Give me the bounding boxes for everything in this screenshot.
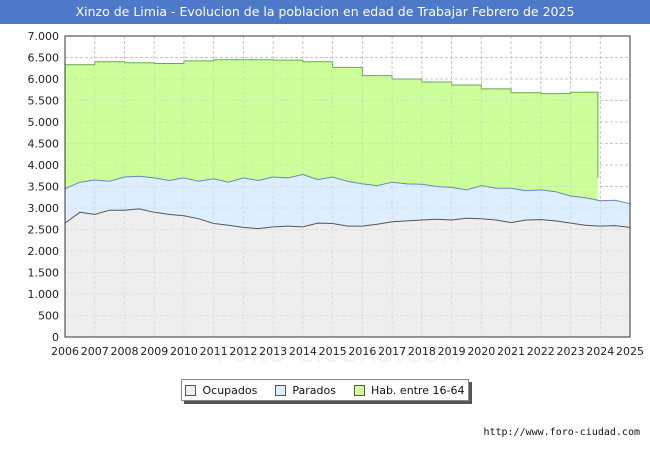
watermark: FORO-CIUDAD.COM [216,343,464,368]
y-tick-label: 5.000 [28,116,60,129]
x-tick-label: 2022 [527,345,555,358]
x-tick-label: 2023 [557,345,585,358]
legend-label-ocupados: Ocupados [202,383,258,397]
legend-item-parados: Parados [275,384,336,397]
legend-label-habitantes: Hab. entre 16-64 [370,383,465,397]
line-parados [64,173,631,205]
x-tick-label: 2025 [616,345,644,358]
y-tick-label: 4.500 [28,138,60,151]
ocupados-swatch-icon [185,384,197,396]
x-tick-label: 2008 [110,345,138,358]
x-tick-label: 2024 [586,345,614,358]
y-tick-label: 500 [38,310,59,323]
x-tick-label: 2016 [348,345,376,358]
y-tick-label: 0 [52,331,59,344]
x-tick-label: 2010 [170,345,198,358]
y-tick-label: 3.500 [28,181,60,194]
x-tick-label: 2012 [229,345,257,358]
x-tick-label: 2015 [319,345,347,358]
y-tick-label: 6.000 [28,73,60,86]
x-tick-label: 2006 [51,345,79,358]
x-tick-label: 2014 [289,345,317,358]
source-link[interactable]: http://www.foro-ciudad.com [483,427,640,438]
x-tick-label: 2013 [259,345,287,358]
axes [64,35,631,338]
x-tick-label: 2019 [438,345,466,358]
x-tick-label: 2011 [200,345,228,358]
y-tick-label: 7.000 [28,30,60,43]
chart-title: Xinzo de Limia - Evolucion de la poblaci… [0,0,650,24]
legend-item-ocupados: Ocupados [185,384,257,397]
legend-item-habitantes: Hab. entre 16-64 [353,383,465,397]
x-tick-label: 2020 [467,345,495,358]
y-tick-label: 1.500 [28,267,60,280]
x-tick-label: 2009 [140,345,168,358]
x-tick-label: 2007 [81,345,109,358]
area-ocupados [65,208,630,337]
y-tick-label: 4.000 [28,159,60,172]
y-tick-label: 6.500 [28,52,60,65]
y-tick-label: 5.500 [28,95,60,108]
tick-labels: 0 500 1.000 1.500 2.000 2.500 3.000 3.500 4.000 4… [28,30,645,358]
series-areas [65,59,630,337]
habitantes-swatch-icon [353,384,365,396]
y-tick-label: 3.000 [28,202,60,215]
y-tick-label: 1.000 [28,288,60,301]
legend-label-parados: Parados [292,383,336,397]
x-tick-label: 2017 [378,345,406,358]
x-tick-label: 2018 [408,345,436,358]
legend: Ocupados Parados Hab. entre 16-64 [181,379,469,401]
line-ocupados [64,208,631,230]
plot-frame [64,35,631,338]
y-tick-label: 2.000 [28,245,60,258]
x-tick-label: 2021 [497,345,525,358]
parados-swatch-icon [275,384,287,396]
y-tick-label: 2.500 [28,224,60,237]
